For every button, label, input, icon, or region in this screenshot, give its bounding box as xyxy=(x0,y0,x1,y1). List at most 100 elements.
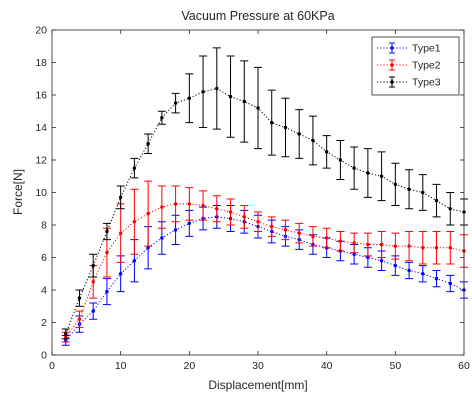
data-point xyxy=(338,158,343,162)
data-point xyxy=(283,125,288,130)
y-tick-label: 12 xyxy=(35,155,47,167)
data-point xyxy=(393,182,398,187)
data-point xyxy=(448,281,452,286)
y-tick-label: 8 xyxy=(41,220,47,232)
data-point xyxy=(215,86,219,91)
data-point xyxy=(118,231,123,235)
data-point xyxy=(393,244,398,248)
data-point xyxy=(146,142,150,146)
data-point xyxy=(242,215,246,219)
data-point xyxy=(256,106,260,110)
x-tick-label: 10 xyxy=(115,360,127,372)
data-point xyxy=(77,317,82,321)
data-point xyxy=(324,150,329,154)
data-point xyxy=(352,241,356,245)
data-point xyxy=(91,280,95,284)
data-point xyxy=(393,263,398,268)
x-tick-label: 60 xyxy=(458,360,470,372)
legend-marker xyxy=(390,46,394,50)
data-series xyxy=(61,47,468,346)
data-point xyxy=(421,272,425,276)
data-point xyxy=(338,239,343,243)
y-tick-label: 14 xyxy=(35,122,47,134)
data-point xyxy=(324,236,329,240)
data-point xyxy=(379,242,384,247)
plot-frame xyxy=(51,29,465,356)
data-point xyxy=(366,242,370,247)
data-point xyxy=(228,210,233,214)
data-point xyxy=(173,101,178,105)
legend-item-type3: Type3 xyxy=(377,76,441,89)
legend-label: Type1 xyxy=(412,43,441,55)
y-tick-label: 0 xyxy=(41,350,47,362)
x-tick-label: 20 xyxy=(183,360,195,372)
data-point xyxy=(366,171,370,175)
x-tick-label: 40 xyxy=(321,360,333,372)
series-type3 xyxy=(61,47,468,340)
y-axis-label: Force[N] xyxy=(11,169,25,215)
data-point xyxy=(64,332,68,336)
data-point xyxy=(448,246,452,250)
y-tick-label: 18 xyxy=(35,57,47,69)
data-point xyxy=(91,263,95,268)
data-point xyxy=(434,276,439,281)
data-point xyxy=(146,211,150,216)
data-point xyxy=(379,174,384,178)
legend-box xyxy=(371,36,460,96)
legend-marker xyxy=(390,63,394,67)
data-point xyxy=(77,296,82,300)
data-point xyxy=(270,224,274,229)
legend-marker xyxy=(390,80,394,84)
chart-title: Vacuum Pressure at 60KPa xyxy=(181,9,334,23)
data-point xyxy=(160,236,164,240)
data-point xyxy=(421,246,425,250)
data-point xyxy=(256,220,260,224)
data-point xyxy=(242,99,246,104)
data-point xyxy=(311,138,315,143)
data-point xyxy=(352,166,356,170)
data-point xyxy=(132,259,137,263)
data-point xyxy=(173,228,178,232)
data-point xyxy=(379,259,384,263)
series-line xyxy=(65,216,465,341)
x-axis-label: Displacement[mm] xyxy=(208,378,307,392)
y-tick-label: 16 xyxy=(35,90,47,102)
legend-label: Type2 xyxy=(412,60,441,72)
x-tick-label: 50 xyxy=(389,360,401,372)
legend-item-type2: Type2 xyxy=(377,59,441,72)
data-point xyxy=(434,246,439,250)
data-point xyxy=(283,228,288,232)
data-point xyxy=(311,234,315,239)
data-point xyxy=(105,250,109,255)
data-point xyxy=(215,207,219,211)
data-point xyxy=(160,205,164,209)
data-point xyxy=(270,120,274,125)
data-point xyxy=(352,252,356,256)
x-tick-label: 0 xyxy=(49,360,55,372)
data-point xyxy=(118,272,123,276)
data-point xyxy=(201,90,205,94)
data-point xyxy=(105,229,109,234)
legend: Type1 Type2 Type3 xyxy=(371,36,460,96)
data-point xyxy=(228,94,233,99)
data-point xyxy=(146,246,150,250)
data-point xyxy=(187,96,192,100)
y-tick-label: 4 xyxy=(41,285,47,297)
data-point xyxy=(91,309,95,313)
legend-item-type1: Type1 xyxy=(377,42,441,55)
data-point xyxy=(366,255,370,260)
y-tick-label: 20 xyxy=(35,25,47,37)
y-tick-label: 6 xyxy=(41,252,47,264)
data-point xyxy=(132,220,137,224)
y-tick-label: 10 xyxy=(35,187,47,199)
data-point xyxy=(118,195,123,200)
data-point xyxy=(173,202,178,206)
legend-label: Type3 xyxy=(412,77,441,89)
x-tick-label: 30 xyxy=(252,360,264,372)
data-point xyxy=(201,203,205,208)
series-type2 xyxy=(61,180,468,343)
data-point xyxy=(132,166,137,170)
data-point xyxy=(434,198,439,203)
data-point xyxy=(187,221,192,226)
data-point xyxy=(105,289,109,294)
